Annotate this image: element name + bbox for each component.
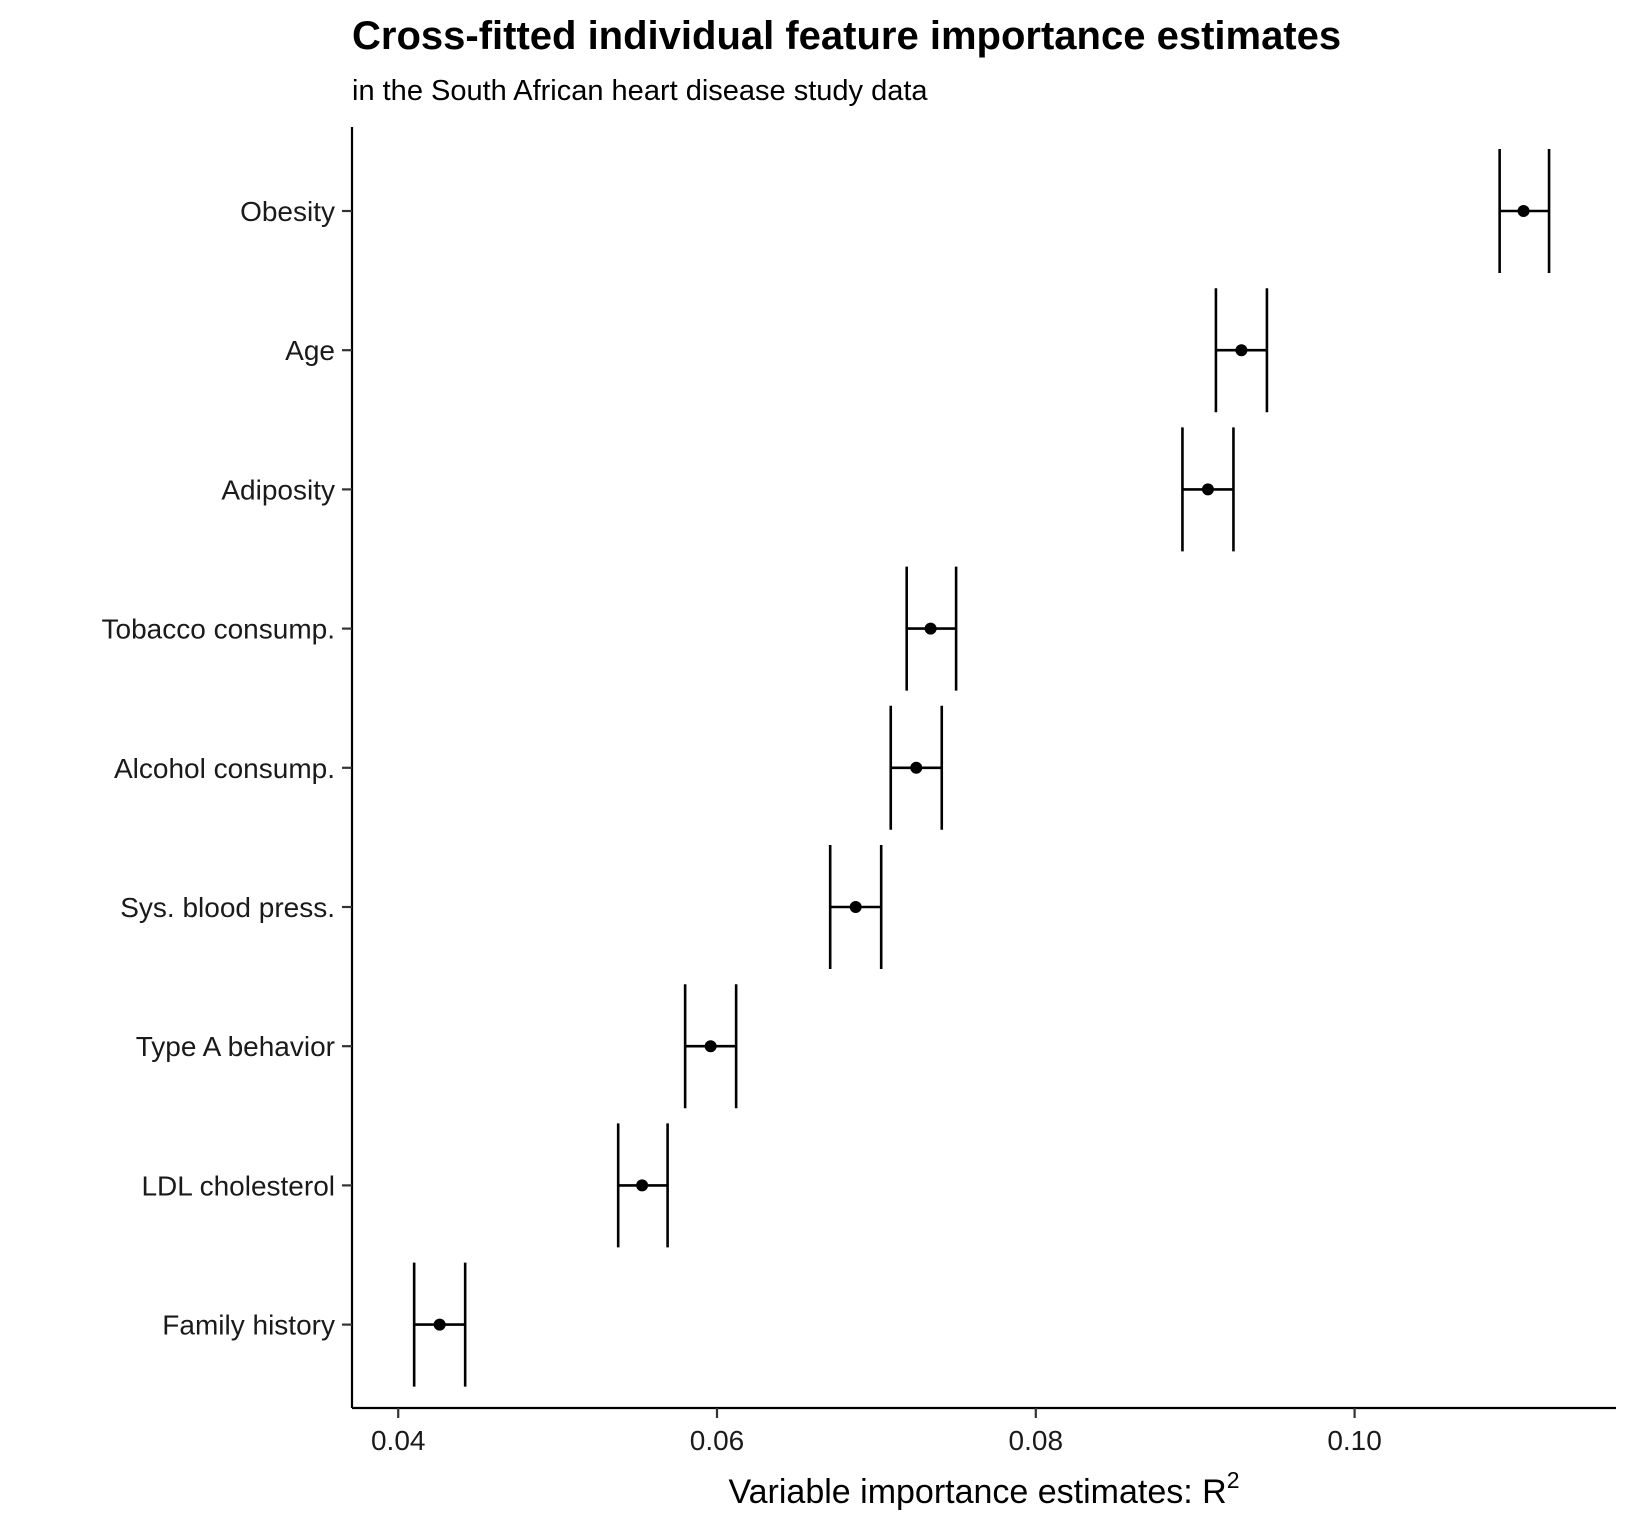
estimate-point: [849, 901, 862, 913]
estimate-point: [636, 1179, 649, 1192]
y-tick-label: Family history: [162, 1310, 335, 1341]
y-tick-label: Obesity: [240, 196, 335, 227]
y-tick-label: Sys. blood press.: [120, 892, 335, 923]
y-tick-label: LDL cholesterol: [141, 1170, 335, 1201]
chart-subtitle: in the South African heart disease study…: [352, 75, 928, 107]
y-tick-label: Alcohol consump.: [114, 753, 335, 784]
estimate-point: [1201, 483, 1214, 496]
x-axis-title-superscript: 2: [1227, 1467, 1240, 1493]
estimate-point: [924, 622, 937, 635]
estimate-point: [1235, 344, 1248, 357]
x-tick-label: 0.10: [1327, 1425, 1382, 1456]
x-tick-label: 0.06: [690, 1425, 745, 1456]
y-tick-label: Tobacco consump.: [102, 614, 335, 645]
y-tick-label: Type A behavior: [136, 1031, 335, 1062]
estimate-point: [704, 1040, 717, 1053]
x-axis-title-text: Variable importance estimates: R: [728, 1473, 1226, 1511]
y-axis: Obesity Age Adiposity Tobacco consump. Alcoh…: [102, 127, 354, 1408]
x-tick-label: 0.08: [1009, 1425, 1064, 1456]
estimate-point: [1517, 205, 1530, 217]
y-tick-label: Age: [285, 335, 335, 366]
x-tick-label: 0.04: [371, 1425, 426, 1456]
y-tick-label: Adiposity: [221, 474, 335, 505]
estimate-point: [910, 761, 923, 774]
x-axis-title: Variable importance estimates: R2: [728, 1467, 1239, 1511]
x-axis: 0.04 0.06 0.08 0.10: [352, 1406, 1616, 1456]
chart-title: Cross-fitted individual feature importan…: [352, 14, 1341, 58]
error-bar-marks: [412, 149, 1551, 1387]
estimate-point: [433, 1318, 446, 1331]
